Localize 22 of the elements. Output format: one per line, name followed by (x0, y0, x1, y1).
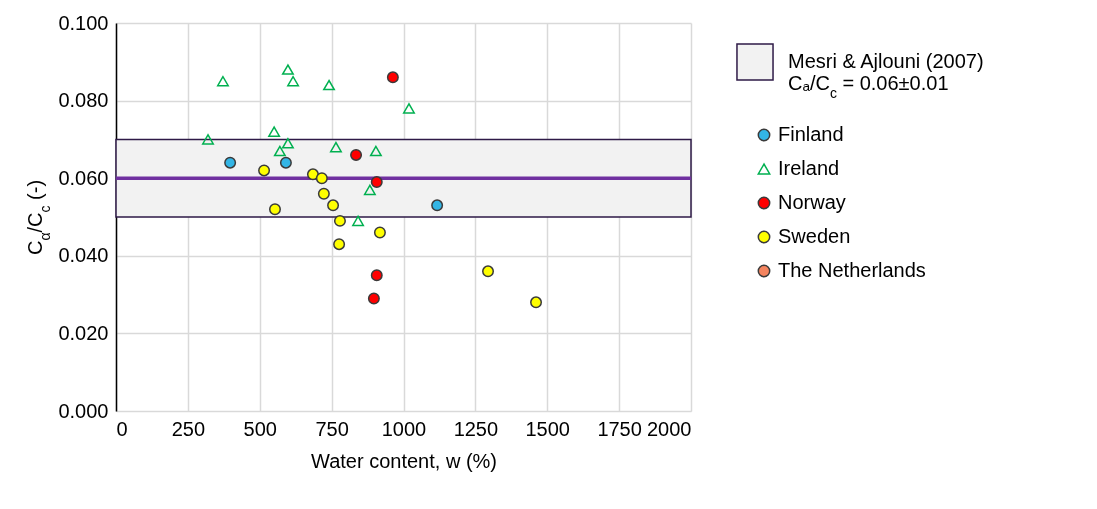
y-tick-label: 0.040 (58, 244, 109, 267)
x-tick-label: 1000 (381, 417, 427, 440)
legend-label: Mesri & Ajlouni (2007) Cₐ/C$_{c}$ = 0.06±0.01 (788, 50, 984, 101)
x-tick-label: 1250 (453, 417, 499, 440)
legend-label: Finland (778, 123, 844, 145)
y-tick-label: 0.080 (58, 89, 109, 112)
x-tick-label: 250 (171, 417, 206, 440)
x-tick-label: 750 (315, 417, 349, 440)
legend-label: The Netherlands (778, 259, 926, 281)
legend-label: Norway (778, 191, 846, 213)
y-tick-label: 0.100 (58, 11, 109, 34)
x-tick-label: 1500 (525, 417, 570, 440)
x-axis-title: Water content, w (%) (311, 449, 497, 472)
x-tick-label: 500 (243, 417, 277, 440)
y-tick-label: 0.060 (58, 166, 109, 189)
x-tick-label: 0 (116, 417, 128, 440)
y-tick-label: 0.020 (58, 321, 109, 344)
y-tick-label: 0.000 (58, 399, 109, 422)
legend-label: Sweden (778, 225, 851, 247)
x-tick-label: 2000 (647, 417, 692, 440)
x-tick-label: 1750 (597, 417, 642, 440)
legend-label: Ireland (778, 157, 840, 179)
